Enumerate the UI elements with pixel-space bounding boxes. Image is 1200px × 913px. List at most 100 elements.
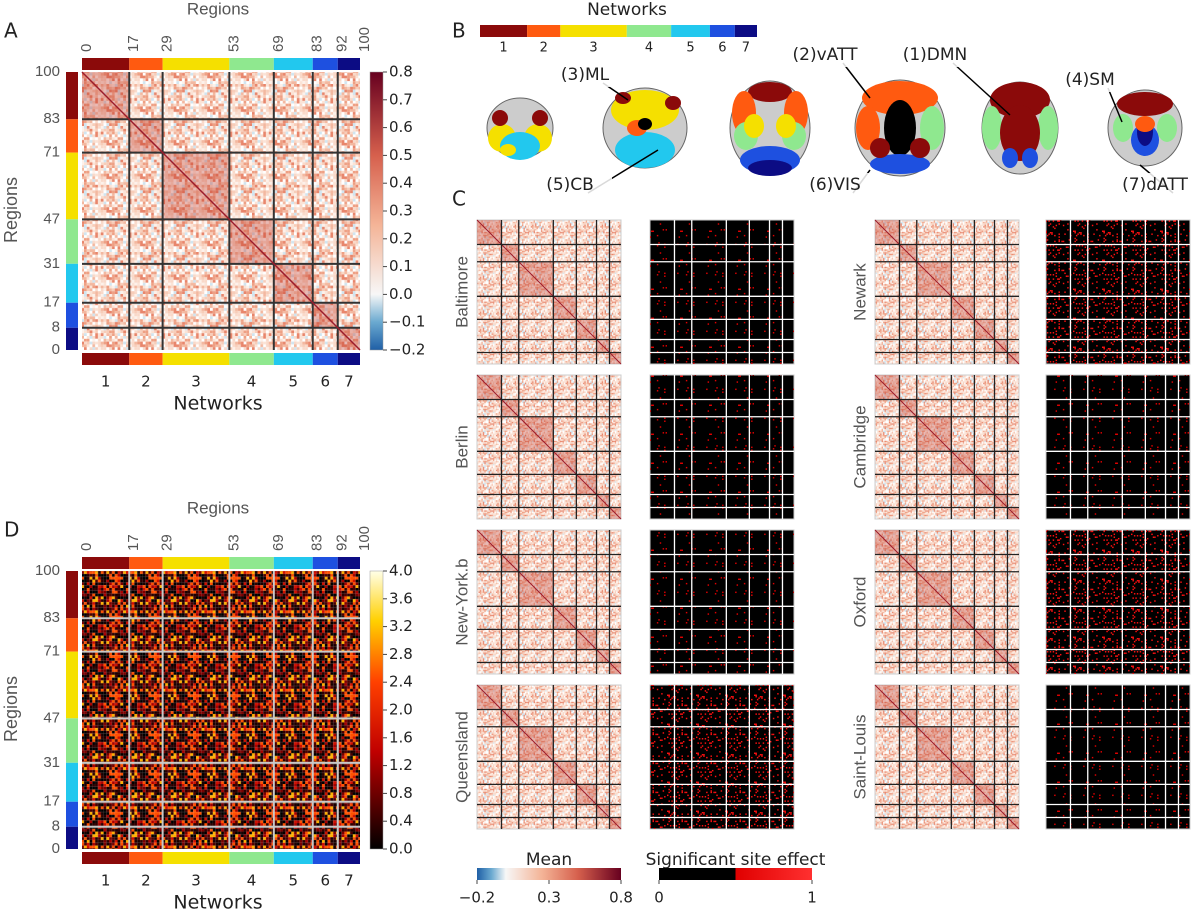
y-tick-label: 100	[35, 562, 60, 579]
colorbar-tick-label: 0.3	[389, 202, 413, 220]
brain-region	[500, 144, 516, 156]
legend-tick-label: −0.2	[459, 889, 495, 907]
colorbar-tick-label: 0.5	[389, 146, 413, 164]
colorbar-tick-label: −0.2	[389, 341, 425, 359]
network-label: 1	[101, 373, 111, 391]
brain-region	[1000, 105, 1040, 161]
site-label: Baltimore	[452, 256, 471, 328]
network-bar-left	[66, 302, 78, 328]
brain-region	[492, 110, 508, 126]
network-legend-label: 4	[645, 41, 653, 56]
annotation-box	[1113, 173, 1197, 197]
legend-colorbar	[477, 868, 621, 880]
annotation: (5)CB	[546, 175, 594, 195]
site-effect-texture	[1046, 530, 1190, 674]
diagonal	[81, 71, 361, 351]
network-bar-bottom	[273, 353, 313, 365]
network-bar-bottom	[337, 852, 360, 864]
legend-tick-label: 0.3	[537, 889, 561, 907]
network-bar-top	[229, 58, 274, 70]
network-bar-top	[129, 58, 163, 70]
y-tick-label: 0	[52, 840, 60, 857]
network-bar-left	[66, 651, 78, 719]
brain-slice	[602, 87, 688, 169]
brain-region	[862, 81, 938, 115]
site-label: Saint-Louis	[850, 714, 869, 799]
brain-slice	[1107, 89, 1183, 167]
brain-region	[615, 92, 631, 104]
y-tick-label: 47	[43, 709, 60, 726]
network-legend-swatch	[671, 25, 710, 37]
x-tick-label: 0	[78, 44, 95, 52]
network-bar-left	[66, 718, 78, 763]
brain-slice	[486, 97, 554, 160]
site-effect-texture	[650, 220, 794, 364]
x-axis-title: Regions	[187, 0, 249, 18]
x-tick-label: 29	[159, 534, 176, 551]
network-label: 5	[289, 373, 299, 391]
network-bar-bottom	[162, 852, 230, 864]
network-label: 2	[141, 373, 151, 391]
network-legend-swatch	[560, 25, 627, 37]
network-bar-left	[66, 119, 78, 153]
network-bar-bottom	[273, 852, 313, 864]
colorbar-tick-label: −0.1	[389, 313, 425, 331]
colorbar-tick-label: 0.1	[389, 257, 413, 275]
network-bar-left	[66, 618, 78, 652]
site-label: Newark	[850, 263, 869, 321]
brain-region	[910, 138, 930, 158]
network-legend-swatch	[527, 25, 561, 37]
network-label: 3	[191, 872, 201, 890]
network-bar-left	[66, 327, 78, 350]
legend-tick-label: 0	[654, 889, 664, 907]
network-label: 6	[320, 872, 330, 890]
panel-label: B	[452, 19, 466, 43]
annotation-box	[1048, 68, 1132, 92]
network-legend-swatch	[626, 25, 672, 37]
brain-region	[920, 106, 944, 150]
annotation: (4)SM	[1065, 70, 1115, 90]
y-tick-label: 8	[52, 818, 60, 835]
colorbar-tick-label: 0.8	[389, 784, 413, 802]
network-bar-left	[66, 762, 78, 802]
network-bar-top	[129, 557, 163, 569]
colorbar-tick-label: 2.0	[389, 701, 413, 719]
y-tick-label: 71	[43, 643, 60, 660]
network-bar-bottom	[82, 852, 130, 864]
brain-region	[638, 118, 652, 130]
x-axis-label: Networks	[173, 892, 262, 910]
site-effect-texture	[650, 375, 794, 519]
x-axis-label: Networks	[173, 393, 262, 415]
annotation-box	[783, 43, 867, 67]
heatmap	[82, 571, 360, 849]
network-label: 7	[344, 373, 354, 391]
y-tick-label: 17	[43, 294, 60, 311]
brain-region	[748, 160, 792, 176]
brain-region	[615, 132, 675, 168]
brain-region	[1157, 114, 1177, 142]
colorbar-tick-label: 1.6	[389, 728, 413, 746]
network-bar-top	[337, 557, 360, 569]
legend-tick-label: 0.8	[609, 889, 633, 907]
brain-region	[1113, 114, 1133, 142]
legend-title: Significant site effect	[646, 850, 826, 870]
colorbar-tick-label: 3.2	[389, 617, 413, 635]
y-tick-label: 71	[43, 144, 60, 161]
annotation-box	[893, 43, 977, 67]
y-tick-label: 0	[52, 341, 60, 358]
brain-region	[990, 82, 1050, 118]
x-tick-label: 17	[125, 35, 142, 52]
panel-label: C	[452, 187, 466, 211]
colorbar-tick-label: 4.0	[389, 562, 413, 580]
colorbar	[369, 570, 384, 850]
colorbar-tick-label: 2.8	[389, 645, 413, 663]
network-bar-top	[337, 58, 360, 70]
network-label: 1	[101, 872, 111, 890]
network-bar-top	[273, 557, 313, 569]
annotation-pointer	[1107, 87, 1123, 123]
site-effect-texture	[650, 530, 794, 674]
site-effect-texture	[1046, 375, 1190, 519]
colorbar-tick-label: 1.2	[389, 756, 413, 774]
legend-colorbar	[659, 868, 812, 880]
